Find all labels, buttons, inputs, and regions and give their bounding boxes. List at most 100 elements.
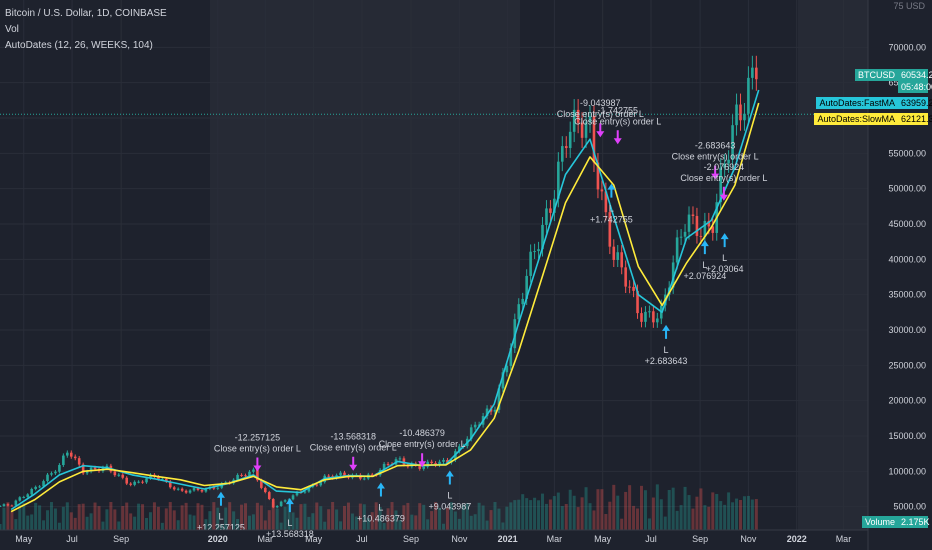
volume-bar (121, 506, 125, 530)
time-axis[interactable]: May Jul Sep 2020 Mar May Jul Sep Nov 2021 Mar May Ju… (15, 534, 851, 544)
candle-body (216, 487, 220, 489)
volume-bar (727, 492, 731, 530)
volume-bar (643, 490, 647, 530)
volume-bar (38, 505, 42, 530)
price-tick-label: 25000.00 (888, 360, 926, 370)
candle-body (172, 487, 176, 490)
long-entry-qty: +2.03064 (706, 264, 744, 274)
time-tick-label: 2022 (787, 534, 807, 544)
candle-body (580, 122, 584, 138)
volume-bar (754, 499, 758, 530)
volume-bar (533, 497, 537, 530)
candle-body (157, 476, 160, 480)
volume-bar (85, 516, 89, 530)
volume-bar (556, 492, 560, 530)
long-entry-qty: +2.683643 (645, 356, 688, 366)
volume-bar (362, 504, 366, 530)
candle-body (125, 477, 129, 484)
candle-body (517, 304, 521, 320)
candle-body (549, 208, 552, 213)
candle-body (46, 474, 49, 482)
candle-body (541, 224, 544, 250)
volume-bar (343, 505, 347, 530)
volume-bar (152, 502, 156, 530)
volume-bar (636, 508, 640, 530)
volume-bar (406, 502, 410, 530)
candle-body (624, 267, 627, 287)
volume-bar (2, 507, 6, 530)
candle-body (81, 464, 85, 474)
volume-bar (34, 502, 38, 530)
volume-bar (267, 510, 271, 530)
candle-body (196, 488, 200, 490)
candle-body (545, 208, 548, 225)
volume-bar (746, 495, 750, 530)
candle-body (592, 115, 596, 163)
volume-bar (81, 503, 85, 530)
close-exit-arrow (711, 165, 720, 180)
volume-bar (204, 519, 208, 530)
volume-bar (69, 512, 73, 530)
volume-bar (271, 502, 275, 530)
last-price-value-tag: 60534.22 (898, 69, 932, 81)
slow-ma-line (10, 102, 760, 513)
slow-ma-value-tag: 62121.30 (898, 113, 932, 125)
candle-body (584, 122, 588, 138)
candle-body (343, 472, 346, 476)
volume-bar (57, 522, 61, 530)
close-exit-qty: -1.742755 (597, 105, 638, 115)
close-exit-arrow (418, 453, 427, 468)
candle-body (252, 469, 255, 472)
fast-ma-name-tag: AutoDates:FastMA (816, 97, 898, 109)
candle-body (129, 483, 132, 485)
candle-body (62, 455, 65, 466)
volume-bar (232, 511, 236, 530)
candle-body (533, 251, 536, 253)
volume-bar (299, 504, 303, 530)
candle-body (149, 474, 152, 479)
candle-body (121, 474, 125, 478)
volume-bar (216, 507, 220, 530)
volume-bar (544, 503, 548, 530)
volume-bar (283, 506, 287, 530)
volume-bar (346, 502, 350, 530)
volume-bar (639, 485, 643, 530)
volume-bar (675, 510, 679, 530)
long-entry-arrow (445, 470, 454, 485)
long-entry-arrow (700, 240, 709, 255)
candle-body (303, 491, 307, 493)
volume-bar (742, 496, 746, 530)
candle-body (426, 461, 429, 467)
volume-bar (592, 510, 596, 530)
volume-bar (0, 524, 2, 530)
candle-body (418, 464, 422, 469)
volume-bar (505, 506, 509, 530)
volume-bar (735, 498, 739, 530)
candle-body (608, 212, 612, 247)
volume-bar (125, 502, 129, 530)
volume-bar (236, 518, 240, 530)
price-tick-label: 15000.00 (888, 431, 926, 441)
candle-body (675, 237, 679, 263)
candle-body (612, 246, 616, 260)
volume-bar (255, 502, 259, 530)
candle-body (42, 481, 45, 487)
volume-bar (457, 518, 461, 530)
volume-bar (192, 515, 196, 530)
close-exit-qty: -12.257125 (235, 432, 281, 442)
volume-bar (628, 485, 632, 530)
volume-bar (604, 513, 608, 530)
candle-body (493, 409, 497, 412)
candle-body (386, 463, 390, 465)
volume-bar (572, 495, 576, 530)
candle-body (291, 495, 295, 500)
volume-bar (711, 492, 715, 530)
volume-bar (137, 503, 141, 530)
close-exit-arrow (253, 457, 262, 472)
volume-bar (366, 518, 370, 530)
volume-bar (509, 502, 513, 530)
volume-bar (414, 515, 418, 530)
volume-bar (18, 504, 22, 530)
volume-bar (564, 503, 568, 530)
